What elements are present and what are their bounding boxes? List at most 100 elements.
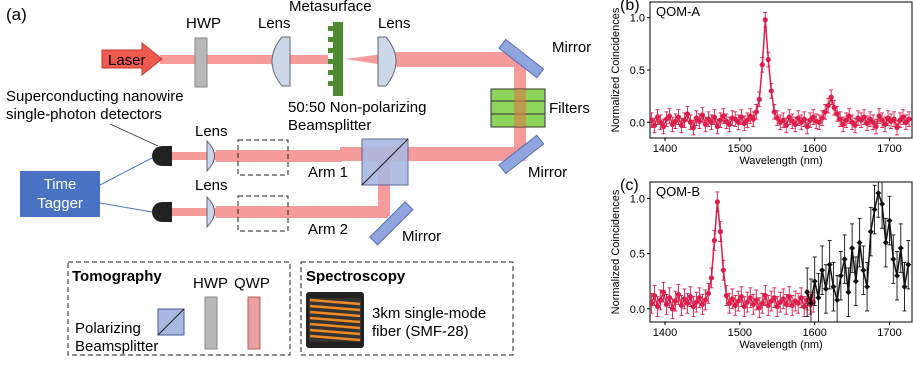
- tomography-hwp-label: HWP: [193, 275, 228, 292]
- panel-label: (c): [620, 177, 639, 194]
- tomography-hwp-plate: [204, 296, 218, 350]
- data-point: [726, 300, 732, 306]
- fiber-label-line2: fiber (SMF-28): [372, 323, 469, 340]
- data-point: [651, 122, 658, 129]
- data-point: [901, 283, 908, 290]
- chart-title: QOM-B: [656, 184, 700, 199]
- snspd-label-line1: Superconducting nanowire: [6, 88, 184, 105]
- data-point: [750, 116, 756, 122]
- data-point: [886, 217, 893, 224]
- x-tick-label: 1500: [728, 143, 752, 155]
- plot-area: [650, 182, 912, 322]
- data-point: [690, 303, 697, 310]
- data-point: [890, 256, 897, 263]
- data-point: [861, 114, 867, 120]
- data-point: [681, 117, 688, 123]
- data-point: [696, 295, 703, 301]
- data-point: [684, 300, 691, 306]
- detector-1: [152, 146, 172, 166]
- time-tagger-line2: Tagger: [37, 195, 83, 212]
- data-point: [672, 298, 679, 304]
- data-point: [815, 294, 822, 301]
- data-point: [780, 296, 786, 302]
- lens-1: [271, 36, 291, 87]
- tomography-box: [67, 261, 291, 356]
- data-point: [696, 118, 703, 124]
- data-point: [714, 123, 720, 130]
- data-point: [759, 62, 765, 68]
- wire-detector2: [99, 202, 153, 213]
- mirror-top-label: Mirror: [552, 39, 591, 56]
- data-point: [816, 119, 822, 125]
- data-point: [726, 121, 732, 127]
- bs-label-line2: Beamsplitter: [288, 117, 371, 134]
- data-point: [882, 239, 889, 246]
- data-point: [830, 283, 837, 290]
- data-point: [783, 122, 789, 129]
- data-point: [675, 114, 682, 120]
- data-point: [699, 112, 706, 118]
- lens-arm2: [206, 195, 215, 229]
- data-point: [708, 275, 714, 281]
- data-point: [669, 306, 676, 312]
- data-point: [720, 267, 726, 273]
- x-axis-label: Wavelength (nm): [739, 339, 822, 351]
- data-point: [723, 292, 729, 299]
- data-point: [894, 124, 900, 131]
- data-point: [756, 305, 762, 311]
- data-point: [879, 201, 886, 208]
- data-point: [841, 256, 848, 263]
- tomography-qwp-plate: [247, 296, 261, 350]
- data-point: [906, 116, 912, 122]
- data-point: [702, 121, 708, 127]
- data-point: [792, 121, 798, 127]
- data-point: [843, 117, 849, 123]
- data-point: [870, 119, 876, 125]
- data-point: [672, 118, 679, 124]
- lens-arm1: [206, 139, 215, 173]
- data-point: [801, 303, 807, 310]
- data-point: [831, 105, 837, 111]
- y-axis-label: Normalized Coincidences: [610, 189, 622, 314]
- mirror-top: [498, 38, 545, 79]
- data-point: [687, 294, 694, 300]
- data-point: [738, 114, 744, 120]
- data-point: [756, 96, 762, 102]
- data-point: [810, 114, 816, 120]
- tomography-title: Tomography: [72, 268, 162, 285]
- data-point: [735, 119, 741, 125]
- beam-arm1: [216, 150, 342, 162]
- mirror-right: [498, 134, 545, 175]
- data-point: [849, 245, 856, 252]
- data-point: [654, 114, 661, 120]
- lens-2-label: Lens: [378, 15, 411, 32]
- data-point: [771, 295, 777, 301]
- data-point: [690, 124, 697, 131]
- data-point: [786, 114, 792, 120]
- data-point: [699, 301, 706, 307]
- data-point: [693, 299, 700, 305]
- data-point: [834, 296, 841, 303]
- data-point: [780, 117, 786, 123]
- y-tick-label: 0.0: [630, 304, 645, 316]
- data-point: [826, 261, 833, 268]
- data-point: [879, 117, 885, 123]
- data-point: [768, 298, 774, 304]
- data-point: [729, 296, 735, 302]
- data-point: [765, 302, 771, 309]
- beam-detector1: [172, 152, 216, 160]
- data-point: [759, 300, 765, 306]
- data-point: [768, 88, 774, 94]
- snspd-label-line2: single-photon detectors: [6, 106, 162, 123]
- pbs-label-line1: Polarizing: [75, 320, 141, 337]
- data-point: [900, 114, 906, 120]
- filters: [490, 88, 546, 128]
- data-point: [875, 190, 882, 197]
- plot-frame: [649, 181, 913, 323]
- y-tick-label: 1.0: [630, 194, 645, 206]
- data-point: [819, 115, 825, 121]
- x-axis-label: Wavelength (nm): [739, 155, 822, 167]
- data-point: [811, 278, 818, 285]
